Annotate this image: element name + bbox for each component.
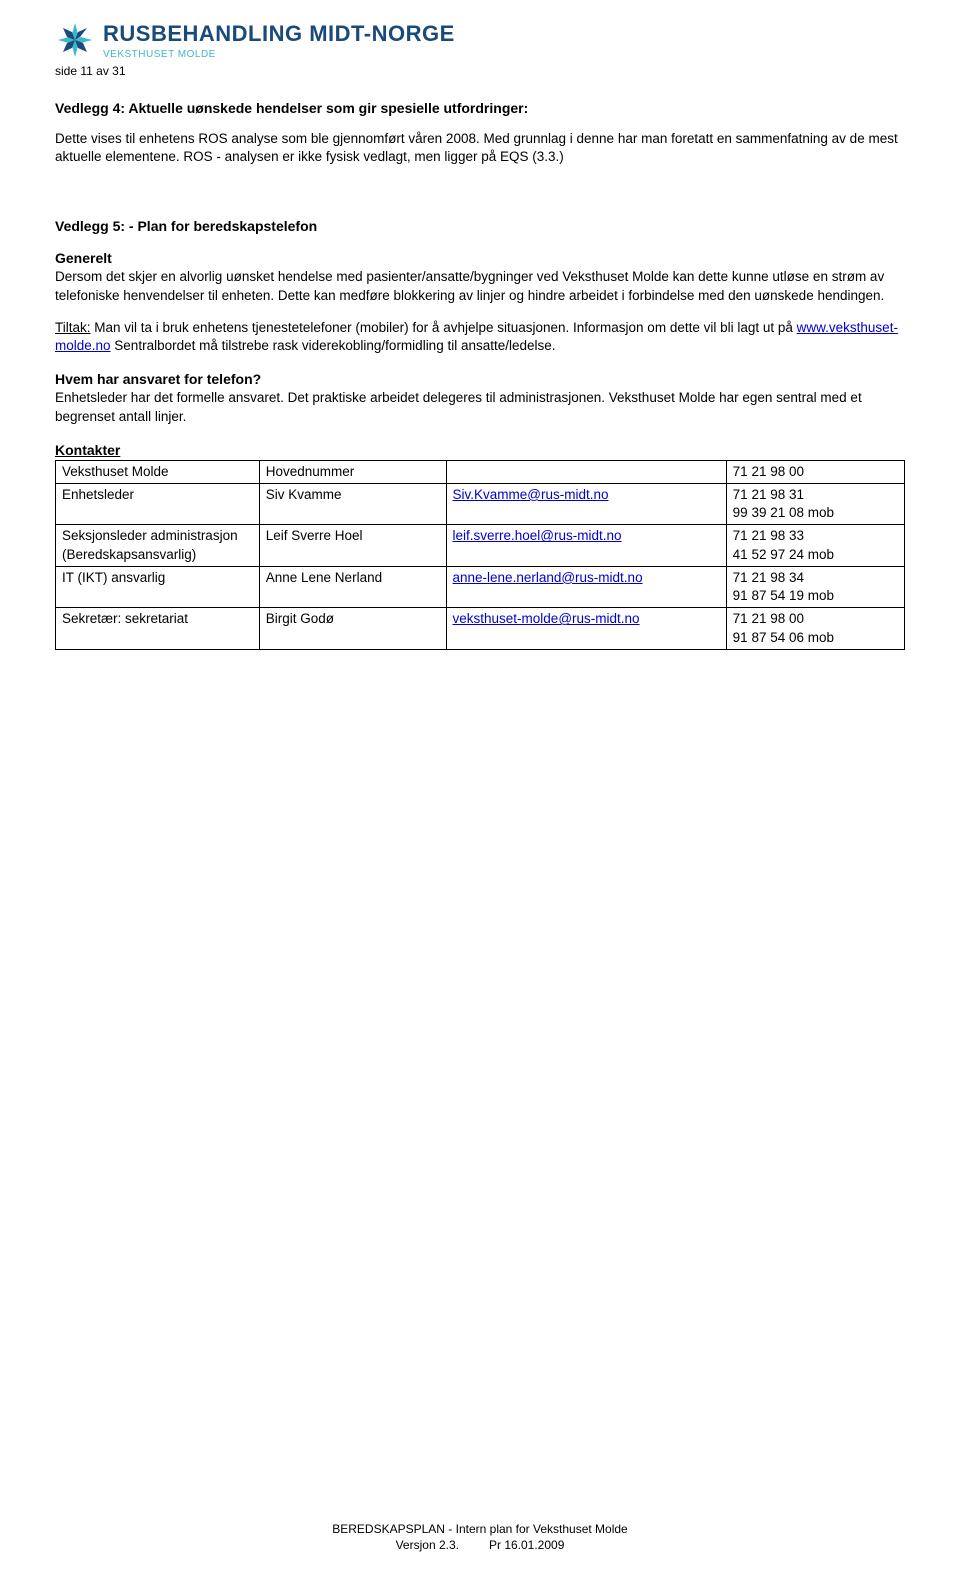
contact-name: Siv Kvamme	[259, 483, 446, 524]
table-row: EnhetslederSiv Kvamme Siv.Kvamme@rus-midt…	[56, 483, 905, 524]
tiltak-text-b: Sentralbordet må tilstrebe rask videreko…	[111, 338, 556, 353]
table-row: Seksjonsleder administrasjon (Beredskaps…	[56, 525, 905, 566]
contact-phone: 71 21 98 00	[726, 460, 904, 483]
contact-email-link[interactable]: leif.sverre.hoel@rus-midt.no	[453, 528, 622, 543]
contact-phone: 71 21 98 0091 87 54 06 mob	[726, 608, 904, 649]
table-row: Veksthuset MoldeHovednummer 71 21 98 00	[56, 460, 905, 483]
contact-email-cell: leif.sverre.hoel@rus-midt.no	[446, 525, 726, 566]
contact-email-cell	[446, 460, 726, 483]
star-icon	[55, 20, 95, 60]
vedlegg5-title: Vedlegg 5: - Plan for beredskapstelefon	[55, 218, 905, 234]
contact-phone: 71 21 98 3491 87 54 19 mob	[726, 566, 904, 607]
contact-role: Enhetsleder	[56, 483, 260, 524]
contact-name: Birgit Godø	[259, 608, 446, 649]
footer-date: Pr 16.01.2009	[489, 1538, 564, 1552]
contact-email-cell: anne-lene.nerland@rus-midt.no	[446, 566, 726, 607]
brand-sub-text: VEKSTHUSET MOLDE	[103, 49, 455, 60]
ansvar-text: Enhetsleder har det formelle ansvaret. D…	[55, 389, 905, 425]
tiltak-text-a: Man vil ta i bruk enhetens tjenestetelef…	[91, 320, 797, 335]
contact-role: Veksthuset Molde	[56, 460, 260, 483]
brand-logo: RUSBEHANDLING MIDT-NORGE VEKSTHUSET MOLD…	[55, 20, 455, 60]
table-row: IT (IKT) ansvarligAnne Lene Nerland anne-…	[56, 566, 905, 607]
contact-name: Anne Lene Nerland	[259, 566, 446, 607]
contact-role: Sekretær: sekretariat	[56, 608, 260, 649]
vedlegg4-paragraph: Dette vises til enhetens ROS analyse som…	[55, 130, 905, 166]
header: RUSBEHANDLING MIDT-NORGE VEKSTHUSET MOLD…	[55, 20, 905, 60]
contact-name: Hovednummer	[259, 460, 446, 483]
brand-main-text: RUSBEHANDLING MIDT-NORGE	[103, 21, 455, 47]
kontakter-heading: Kontakter	[55, 442, 905, 458]
contact-name: Leif Sverre Hoel	[259, 525, 446, 566]
footer-line1: BEREDSKAPSPLAN - Intern plan for Veksthu…	[0, 1521, 960, 1537]
contact-phone: 71 21 98 3341 52 97 24 mob	[726, 525, 904, 566]
contact-email-link[interactable]: Siv.Kvamme@rus-midt.no	[453, 487, 609, 502]
contact-phone: 71 21 98 3199 39 21 08 mob	[726, 483, 904, 524]
contact-email-cell: Siv.Kvamme@rus-midt.no	[446, 483, 726, 524]
ansvar-heading: Hvem har ansvaret for telefon?	[55, 371, 905, 387]
contact-email-link[interactable]: veksthuset-molde@rus-midt.no	[453, 611, 640, 626]
contacts-table: Veksthuset MoldeHovednummer71 21 98 00En…	[55, 460, 905, 650]
vedlegg4-title: Vedlegg 4: Aktuelle uønskede hendelser s…	[55, 100, 905, 116]
page-footer: BEREDSKAPSPLAN - Intern plan for Veksthu…	[0, 1521, 960, 1553]
tiltak-paragraph: Tiltak: Man vil ta i bruk enhetens tjene…	[55, 319, 905, 355]
contact-email-link[interactable]: anne-lene.nerland@rus-midt.no	[453, 570, 643, 585]
generelt-text: Dersom det skjer en alvorlig uønsket hen…	[55, 268, 905, 304]
contact-role: IT (IKT) ansvarlig	[56, 566, 260, 607]
footer-version: Versjon 2.3.	[396, 1538, 459, 1552]
generelt-heading: Generelt	[55, 250, 905, 266]
contact-email-cell: veksthuset-molde@rus-midt.no	[446, 608, 726, 649]
tiltak-label: Tiltak:	[55, 320, 91, 335]
contact-role: Seksjonsleder administrasjon (Beredskaps…	[56, 525, 260, 566]
page-indicator: side 11 av 31	[55, 64, 905, 78]
table-row: Sekretær: sekretariatBirgit Godø veksthus…	[56, 608, 905, 649]
